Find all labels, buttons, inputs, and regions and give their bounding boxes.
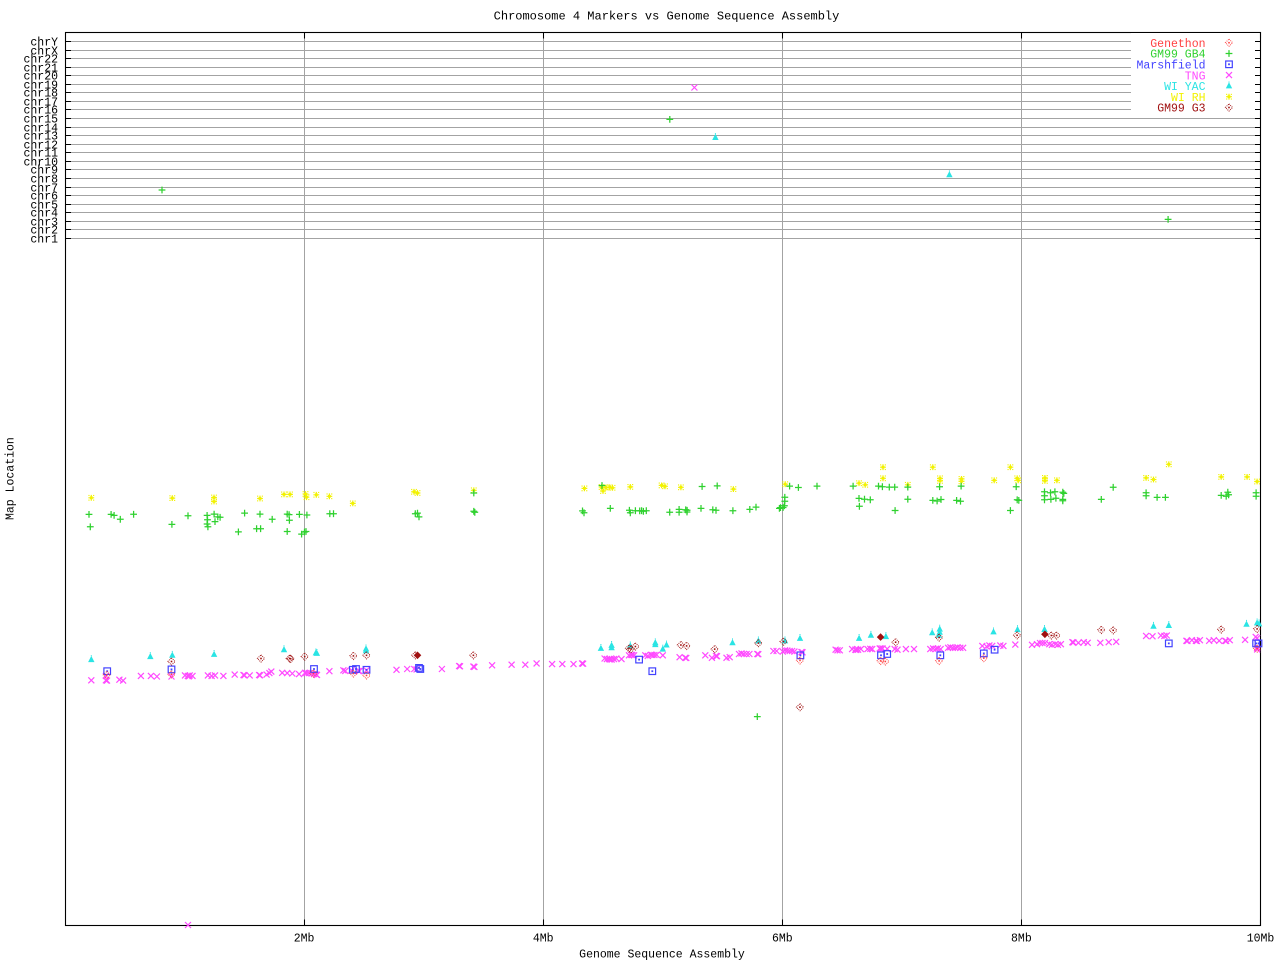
svg-text:Chromosome 4 Markers vs Genome: Chromosome 4 Markers vs Genome Sequence … xyxy=(494,10,840,24)
svg-text:8Mb: 8Mb xyxy=(1011,933,1032,946)
svg-text:chr4: chr4 xyxy=(30,208,58,221)
svg-text:chr1: chr1 xyxy=(30,234,58,247)
svg-text:Marshfield: Marshfield xyxy=(1136,60,1205,73)
svg-text:chr20: chr20 xyxy=(23,71,58,84)
svg-text:chr12: chr12 xyxy=(23,140,58,153)
svg-text:chrY: chrY xyxy=(30,37,58,50)
svg-text:GM99 GB4: GM99 GB4 xyxy=(1150,49,1205,62)
svg-text:chrX: chrX xyxy=(30,46,58,59)
svg-text:chr22: chr22 xyxy=(23,54,58,67)
svg-text:chr15: chr15 xyxy=(23,114,58,127)
svg-text:Map Location: Map Location xyxy=(5,437,18,520)
svg-text:chr2: chr2 xyxy=(30,225,58,238)
svg-text:chr21: chr21 xyxy=(23,63,58,76)
svg-text:2Mb: 2Mb xyxy=(294,933,315,946)
svg-text:GM99 G3: GM99 G3 xyxy=(1157,103,1205,116)
svg-text:chr9: chr9 xyxy=(30,165,58,178)
svg-text:TNG: TNG xyxy=(1185,70,1206,83)
svg-text:chr3: chr3 xyxy=(30,217,58,230)
svg-text:chr17: chr17 xyxy=(23,97,58,110)
svg-text:chr16: chr16 xyxy=(23,105,58,118)
svg-text:chr18: chr18 xyxy=(23,88,58,101)
svg-text:chr8: chr8 xyxy=(30,174,58,187)
svg-text:chr10: chr10 xyxy=(23,157,58,170)
svg-text:chr6: chr6 xyxy=(30,191,58,204)
svg-text:10Mb: 10Mb xyxy=(1247,933,1275,946)
svg-text:chr11: chr11 xyxy=(23,148,58,161)
svg-text:WI YAC: WI YAC xyxy=(1164,81,1206,94)
svg-text:chr5: chr5 xyxy=(30,200,58,213)
svg-text:Genome Sequence Assembly: Genome Sequence Assembly xyxy=(579,949,745,960)
svg-text:chr19: chr19 xyxy=(23,80,58,93)
svg-text:6Mb: 6Mb xyxy=(772,933,793,946)
svg-text:chr13: chr13 xyxy=(23,131,58,144)
svg-text:WI RH: WI RH xyxy=(1171,92,1206,105)
svg-text:4Mb: 4Mb xyxy=(533,933,554,946)
svg-text:Genethon: Genethon xyxy=(1150,38,1205,51)
svg-text:chr14: chr14 xyxy=(23,123,58,136)
svg-text:chr7: chr7 xyxy=(30,183,58,196)
